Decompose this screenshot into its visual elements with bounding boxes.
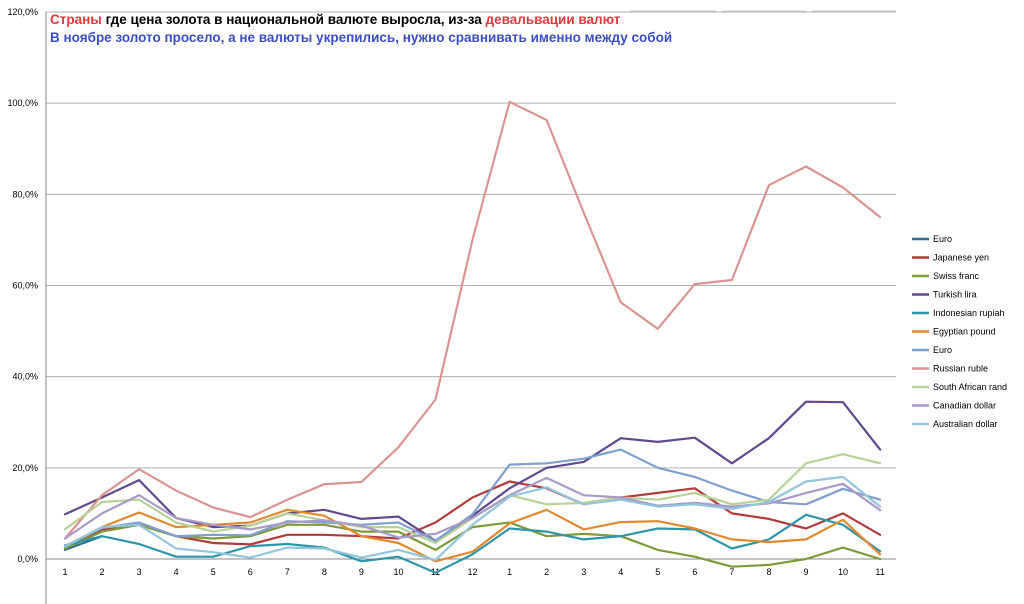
- x-tick-label: 3: [581, 567, 586, 577]
- y-axis: 0,0% 20,0% 40,0% 60,0% 80,0% 100,0% 120,0%: [7, 7, 47, 604]
- series-line: [63, 521, 882, 568]
- x-tick-label: 9: [803, 567, 808, 577]
- chart-title-line-1: Страны где цена золота в национальной ва…: [50, 12, 620, 27]
- x-tick-label: 4: [618, 567, 623, 577]
- y-tick-label: 120,0%: [7, 7, 38, 17]
- series-line: [63, 475, 882, 561]
- x-tick-label: 9: [359, 567, 364, 577]
- legend-label: Euro: [933, 234, 952, 244]
- legend-label: Turkish lira: [933, 290, 977, 300]
- x-tick-label: 1: [62, 567, 67, 577]
- y-tick-label: 0,0%: [17, 554, 38, 564]
- x-tick-label: 8: [766, 567, 771, 577]
- y-tick-label: 100,0%: [7, 98, 38, 108]
- x-tick-label: 6: [692, 567, 697, 577]
- title-segment-2: где цена золота в национальной валюте вы…: [101, 12, 486, 27]
- x-tick-label: 5: [211, 567, 216, 577]
- y-tick-label: 80,0%: [12, 189, 38, 199]
- x-tick-label: 3: [137, 567, 142, 577]
- title-segment-1: Страны: [50, 12, 102, 27]
- legend-label: Japanese yen: [933, 253, 989, 263]
- series-line: [63, 476, 882, 540]
- x-tick-label: 11: [875, 567, 884, 577]
- series-line: [63, 480, 882, 549]
- title-segment-3: девальвации валют: [485, 12, 621, 27]
- series-line: [63, 448, 882, 548]
- legend-label: Russian ruble: [933, 364, 988, 374]
- x-tick-label: 7: [729, 567, 734, 577]
- legend-label: South African rand: [933, 382, 1007, 392]
- chart-title-line-2: В ноябре золото просело, а не валюты укр…: [50, 30, 673, 45]
- series-line: [63, 513, 882, 574]
- x-tick-label: 7: [285, 567, 290, 577]
- x-tick-label: 12: [468, 567, 478, 577]
- series-line: [63, 400, 882, 542]
- legend-label: Australian dollar: [933, 419, 998, 429]
- x-tick-label: 10: [838, 567, 848, 577]
- legend-label: Egyptian pound: [933, 327, 996, 337]
- x-tick-label: 8: [322, 567, 327, 577]
- legend: Euro Japanese yen Swiss franc Turkish lira I…: [912, 234, 1007, 429]
- x-tick-label: 4: [174, 567, 179, 577]
- legend-label: Swiss franc: [933, 271, 980, 281]
- legend-label: Indonesian rupiah: [933, 308, 1005, 318]
- series-line: [63, 508, 882, 563]
- x-tick-label: 2: [544, 567, 549, 577]
- x-axis: 1 2 3 4 5 6 7 8 9 10 11 12 1 2 3 4 5 6 7 8 9 10 11: [62, 567, 884, 577]
- x-tick-label: 1: [507, 567, 512, 577]
- x-tick-label: 6: [248, 567, 253, 577]
- gridlines: [46, 11, 896, 560]
- x-tick-label: 10: [393, 567, 403, 577]
- legend-label: Canadian dollar: [933, 401, 996, 411]
- y-tick-label: 40,0%: [12, 372, 38, 382]
- y-tick-label: 60,0%: [12, 281, 38, 291]
- x-tick-label: 5: [655, 567, 660, 577]
- legend-label: Euro: [933, 345, 952, 355]
- y-tick-label: 20,0%: [12, 463, 38, 473]
- series-line: [63, 100, 882, 540]
- series-lines: [63, 100, 882, 574]
- x-tick-label: 2: [100, 567, 105, 577]
